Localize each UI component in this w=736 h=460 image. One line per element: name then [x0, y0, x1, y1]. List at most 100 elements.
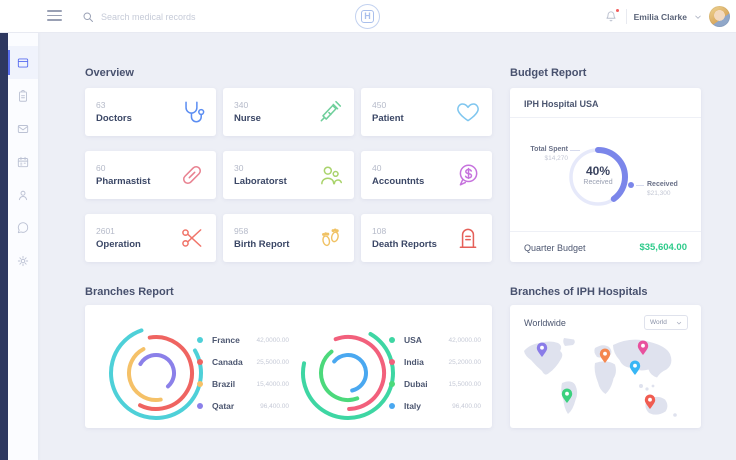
notifications-bell-icon[interactable] — [604, 7, 620, 25]
legend-item-italy: Italy 96,400.00 — [389, 395, 481, 417]
map-africa — [594, 361, 616, 394]
budget-percent: 40% — [585, 164, 611, 178]
sidebar-edge-strip — [0, 33, 8, 460]
sidebar-item-profile[interactable] — [8, 178, 38, 211]
legend-item-qatar: Qatar 96,400.00 — [197, 395, 289, 417]
map-pins — [536, 340, 656, 410]
dashboard-icon — [17, 57, 29, 68]
clipboard-icon — [19, 89, 27, 102]
divider — [510, 231, 701, 232]
search-icon — [83, 12, 93, 22]
stat-card-operation[interactable]: 2601 Operation — [85, 214, 216, 262]
annotation-line — [636, 185, 644, 186]
stat-card-birth-report[interactable]: 958 Birth Report — [223, 214, 354, 262]
map-pin-asia[interactable] — [629, 360, 641, 376]
sidebar-item-records[interactable] — [8, 79, 38, 112]
chevron-down-icon — [676, 321, 682, 325]
legend-item-canada: Canada 25,5000.00 — [197, 351, 289, 373]
calendar-icon — [17, 156, 29, 167]
annotation-line — [570, 150, 580, 151]
map-asia — [613, 339, 672, 378]
stat-count: 108 — [372, 226, 387, 236]
stat-label: Nurse — [234, 113, 261, 124]
stat-label: Birth Report — [234, 239, 290, 250]
budget-footer: Quarter Budget $35,604.00 — [524, 242, 687, 253]
tombstone-icon — [459, 228, 477, 248]
user-name: Emilia Clarke — [633, 11, 687, 22]
legend-dot — [197, 337, 203, 343]
stat-count: 958 — [234, 226, 249, 236]
branches-report-title: Branches Report — [85, 286, 174, 298]
legend-item-brazil: Brazil 15,4000.00 — [197, 373, 289, 395]
budget-percent-label: Received — [583, 179, 613, 186]
stat-card-patient[interactable]: 450 Patient — [361, 88, 492, 136]
stat-card-nurse[interactable]: 340 Nurse — [223, 88, 354, 136]
sidebar-item-calendar[interactable] — [8, 145, 38, 178]
budget-donut-chart — [568, 147, 628, 207]
top-header: H Emilia Clarke — [0, 0, 736, 33]
budget-donut-center: 40% Received — [568, 164, 628, 186]
capsule-icon — [182, 165, 202, 185]
stat-count: 60 — [96, 163, 106, 173]
legend-dot — [389, 337, 395, 343]
legend-dot — [389, 359, 395, 365]
stat-label: Death Reports — [372, 239, 437, 250]
stat-label: Accountnts — [372, 176, 425, 187]
stat-label: Laboratorst — [234, 176, 287, 187]
chevron-down-icon[interactable] — [694, 13, 702, 21]
branches-legend-1: France 42,0000.00 Canada 25,5000.00 Brazil… — [197, 329, 289, 417]
hospital-logo: H — [355, 4, 380, 29]
map-north-america — [524, 341, 563, 375]
annotation-dot — [628, 182, 634, 188]
sidebar — [8, 33, 38, 460]
user-avatar[interactable] — [709, 6, 730, 27]
sidebar-item-messages[interactable] — [8, 112, 38, 145]
legend-dot — [197, 403, 203, 409]
sidebar-item-settings[interactable] — [8, 244, 38, 277]
stat-card-pharmastist[interactable]: 60 Pharmastist — [85, 151, 216, 199]
chat-icon — [17, 221, 29, 233]
sidebar-item-dashboard[interactable] — [8, 46, 38, 79]
branches-ring-chart-2 — [301, 326, 395, 420]
stat-count: 340 — [234, 100, 249, 110]
scissors-icon — [182, 229, 202, 247]
legend-item-usa: USA 42,0000.00 — [389, 329, 481, 351]
hamburger-menu-icon[interactable] — [47, 10, 62, 24]
map-pin-australia[interactable] — [644, 394, 656, 410]
branches-legend-2: USA 42,0000.00 India 25,2000.00 Dubai 15,50… — [389, 329, 481, 417]
stat-card-laboratorst[interactable]: 30 Laboratorst — [223, 151, 354, 199]
map-pin-south-america[interactable] — [561, 388, 573, 404]
map-panel-title: Branches of IPH Hospitals — [510, 286, 648, 298]
budget-received: Received $21,300 — [647, 181, 678, 197]
logo-letter: H — [361, 10, 374, 23]
gear-icon — [17, 255, 29, 266]
divider — [510, 117, 701, 118]
branches-report-panel: France 42,0000.00 Canada 25,5000.00 Brazil… — [85, 305, 492, 428]
map-region-dropdown[interactable]: World — [644, 315, 688, 330]
map-pin-europe[interactable] — [599, 348, 611, 364]
baby-feet-icon — [322, 228, 339, 247]
stat-card-accountnts[interactable]: 40 Accountnts — [361, 151, 492, 199]
sidebar-item-chat[interactable] — [8, 211, 38, 244]
search-input[interactable] — [101, 11, 251, 22]
stat-label: Pharmastist — [96, 176, 151, 187]
heart-icon — [457, 103, 479, 122]
stat-label: Patient — [372, 113, 404, 124]
map-region-label: Worldwide — [524, 317, 566, 328]
overview-title: Overview — [85, 67, 134, 79]
dollar-bubble-icon — [459, 164, 478, 186]
map-panel: Worldwide World — [510, 305, 701, 428]
stat-count: 30 — [234, 163, 244, 173]
quarter-budget-label: Quarter Budget — [524, 242, 586, 253]
map-greenland — [563, 338, 575, 346]
map-pin-north-america[interactable] — [536, 342, 548, 358]
budget-report-panel: IPH Hospital USA 40% Received Total Spen… — [510, 88, 701, 262]
budget-hospital-name: IPH Hospital USA — [524, 99, 599, 109]
stat-label: Operation — [96, 239, 141, 250]
stat-card-doctors[interactable]: 63 Doctors — [85, 88, 216, 136]
legend-dot — [197, 359, 203, 365]
people-icon — [321, 166, 343, 185]
legend-item-dubai: Dubai 15,5000.00 — [389, 373, 481, 395]
stat-card-death-reports[interactable]: 108 Death Reports — [361, 214, 492, 262]
map-pin-russia[interactable] — [637, 340, 649, 356]
